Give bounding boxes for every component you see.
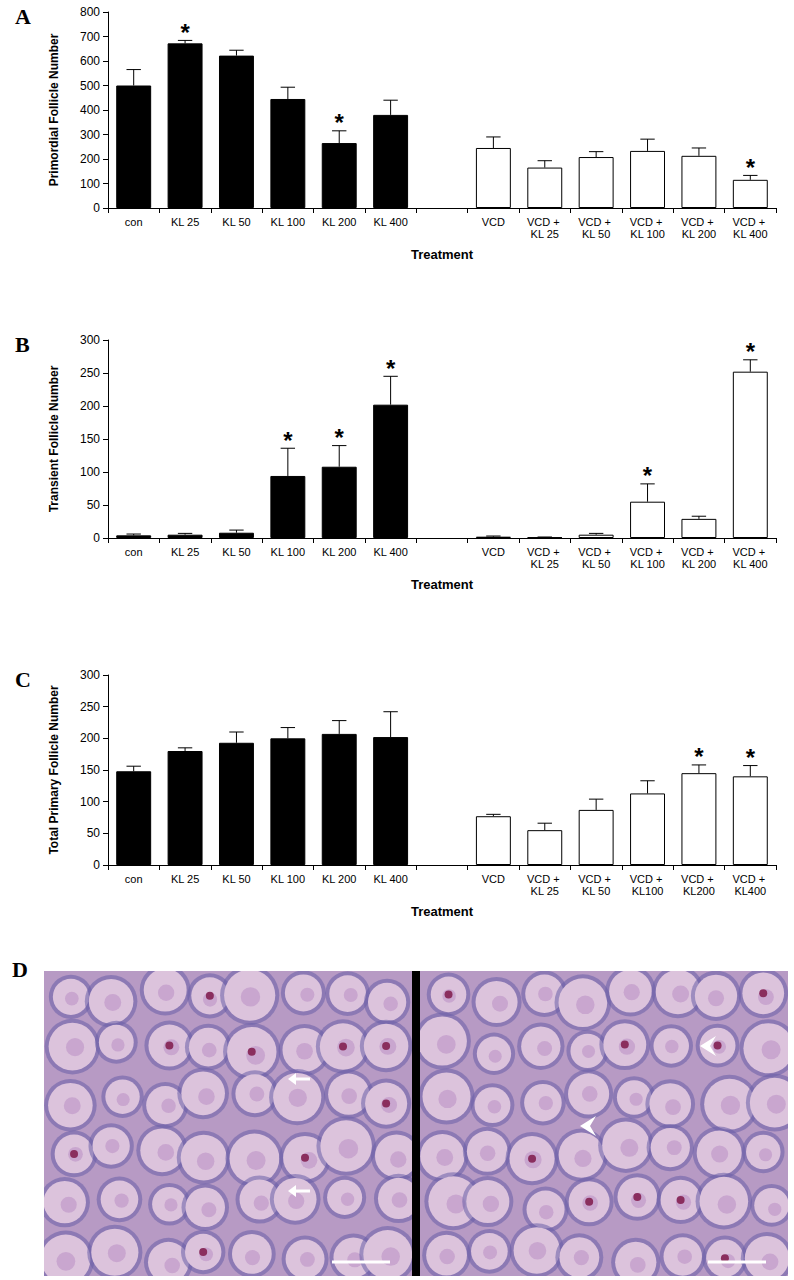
svg-text:KL 25: KL 25: [531, 228, 559, 240]
svg-text:KL 200: KL 200: [322, 216, 356, 228]
svg-text:0: 0: [93, 858, 100, 872]
svg-text:KL 50: KL 50: [582, 228, 610, 240]
svg-text:Treatment: Treatment: [411, 247, 474, 262]
svg-text:KL 50: KL 50: [222, 216, 250, 228]
svg-text:VCD +: VCD +: [578, 216, 614, 228]
svg-text:250: 250: [80, 700, 100, 714]
svg-text:Treatment: Treatment: [411, 904, 474, 919]
svg-text:KL 200: KL 200: [322, 546, 356, 558]
svg-text:VCD +: VCD +: [732, 873, 768, 885]
svg-text:100: 100: [80, 177, 100, 191]
svg-text:*: *: [746, 744, 756, 771]
svg-text:KL400: KL400: [734, 885, 766, 897]
svg-text:50: 50: [87, 826, 101, 840]
svg-text:KL 100: KL 100: [271, 873, 305, 885]
svg-text:600: 600: [80, 54, 100, 68]
svg-text:KL 50: KL 50: [222, 546, 250, 558]
svg-text:Transient Follicle Number: Transient Follicle Number: [47, 365, 61, 512]
svg-text:VCD +: VCD +: [527, 873, 563, 885]
svg-text:300: 300: [80, 128, 100, 142]
svg-text:0: 0: [93, 531, 100, 545]
svg-text:800: 800: [80, 5, 100, 19]
svg-text:100: 100: [80, 465, 100, 479]
svg-text:KL 100: KL 100: [630, 558, 664, 570]
svg-text:VCD +: VCD +: [630, 216, 666, 228]
svg-text:KL 50: KL 50: [582, 885, 610, 897]
svg-text:100: 100: [80, 795, 100, 809]
svg-text:KL 100: KL 100: [271, 216, 305, 228]
svg-text:VCD: VCD: [482, 546, 505, 558]
svg-text:C: C: [15, 667, 31, 692]
svg-text:VCD +: VCD +: [527, 216, 563, 228]
svg-text:KL 400: KL 400: [373, 546, 407, 558]
svg-text:*: *: [335, 424, 345, 451]
svg-text:VCD +: VCD +: [578, 873, 614, 885]
svg-text:*: *: [746, 338, 756, 365]
svg-text:*: *: [694, 743, 704, 770]
svg-text:KL 200: KL 200: [682, 558, 716, 570]
svg-text:150: 150: [80, 432, 100, 446]
svg-text:VCD +: VCD +: [578, 546, 614, 558]
svg-text:VCD +: VCD +: [681, 216, 717, 228]
svg-text:*: *: [335, 109, 345, 136]
svg-text:KL 50: KL 50: [582, 558, 610, 570]
svg-text:con: con: [125, 546, 143, 558]
svg-text:150: 150: [80, 763, 100, 777]
svg-text:con: con: [125, 873, 143, 885]
svg-text:VCD +: VCD +: [630, 546, 666, 558]
svg-text:Treatment: Treatment: [411, 577, 474, 592]
svg-text:KL 400: KL 400: [373, 873, 407, 885]
svg-text:*: *: [386, 355, 396, 382]
svg-text:Total Primary Follicle Number: Total Primary Follicle Number: [47, 685, 61, 854]
svg-text:KL 400: KL 400: [373, 216, 407, 228]
svg-text:con: con: [125, 216, 143, 228]
svg-text:A: A: [15, 4, 31, 29]
svg-text:KL 100: KL 100: [271, 546, 305, 558]
svg-text:KL 200: KL 200: [682, 228, 716, 240]
svg-text:KL 25: KL 25: [171, 216, 199, 228]
svg-text:300: 300: [80, 668, 100, 682]
svg-text:VCD +: VCD +: [630, 873, 666, 885]
svg-text:KL 25: KL 25: [531, 885, 559, 897]
svg-text:500: 500: [80, 79, 100, 93]
svg-text:VCD +: VCD +: [681, 873, 717, 885]
svg-text:*: *: [746, 154, 756, 181]
svg-text:VCD +: VCD +: [527, 546, 563, 558]
svg-text:KL100: KL100: [632, 885, 664, 897]
svg-text:B: B: [15, 332, 30, 357]
svg-text:250: 250: [80, 366, 100, 380]
svg-text:400: 400: [80, 103, 100, 117]
svg-text:KL 50: KL 50: [222, 873, 250, 885]
svg-text:VCD: VCD: [482, 216, 505, 228]
svg-text:200: 200: [80, 731, 100, 745]
svg-text:KL200: KL200: [683, 885, 715, 897]
svg-text:KL 25: KL 25: [531, 558, 559, 570]
svg-text:700: 700: [80, 30, 100, 44]
svg-text:KL 400: KL 400: [733, 558, 767, 570]
svg-text:KL 25: KL 25: [171, 546, 199, 558]
svg-text:VCD +: VCD +: [681, 546, 717, 558]
svg-text:*: *: [283, 427, 293, 454]
svg-text:*: *: [180, 19, 190, 46]
svg-text:50: 50: [87, 498, 101, 512]
svg-text:*: *: [643, 462, 653, 489]
svg-text:KL 25: KL 25: [171, 873, 199, 885]
svg-text:VCD +: VCD +: [732, 216, 768, 228]
svg-text:VCD: VCD: [482, 873, 505, 885]
html-text:D: D: [12, 957, 28, 982]
svg-text:KL 100: KL 100: [630, 228, 664, 240]
svg-text:VCD +: VCD +: [732, 546, 768, 558]
svg-text:200: 200: [80, 399, 100, 413]
svg-text:KL 200: KL 200: [322, 873, 356, 885]
svg-text:0: 0: [93, 201, 100, 215]
svg-text:200: 200: [80, 152, 100, 166]
svg-text:300: 300: [80, 333, 100, 347]
svg-text:Primordial Follicle Number: Primordial Follicle Number: [47, 33, 61, 186]
svg-text:KL 400: KL 400: [733, 228, 767, 240]
